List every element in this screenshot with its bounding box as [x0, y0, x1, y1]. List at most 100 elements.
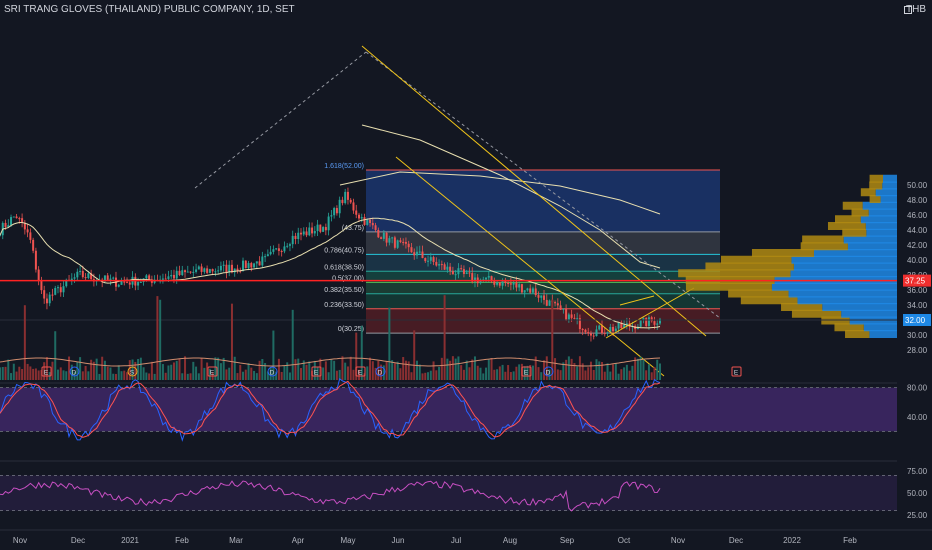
- volume-profile-bar: [847, 242, 897, 251]
- volume-bar: [507, 365, 510, 380]
- candle: [222, 264, 225, 266]
- candle: [562, 308, 565, 310]
- volume-bar: [175, 360, 178, 380]
- volume-bar: [529, 365, 532, 380]
- x-tick-label: Apr: [292, 536, 305, 545]
- earnings-marker-label: D: [72, 370, 77, 377]
- volume-bar: [631, 365, 634, 380]
- earnings-marker-label: D: [546, 370, 551, 377]
- candle: [653, 321, 656, 325]
- volume-profile-bar: [800, 242, 848, 251]
- candle: [266, 254, 269, 257]
- candle: [90, 273, 93, 280]
- volume-bar: [432, 361, 435, 380]
- candle: [473, 277, 476, 282]
- volume-profile-bar: [862, 201, 897, 210]
- candle: [440, 264, 443, 266]
- volume-bar: [156, 296, 159, 380]
- y-tick-label: 42.00: [907, 241, 928, 250]
- volume-profile-bar: [791, 309, 842, 318]
- volume-bar: [222, 357, 225, 380]
- earnings-marker-label: E: [314, 370, 319, 377]
- candle: [7, 225, 10, 227]
- volume-profile-bar: [813, 249, 897, 257]
- candle: [117, 284, 120, 287]
- volume-bar: [330, 359, 333, 380]
- candle: [26, 229, 29, 233]
- volume-bar: [639, 356, 642, 380]
- volume-bar: [145, 372, 148, 380]
- volume-bar: [1, 366, 4, 380]
- volume-bar: [120, 371, 123, 380]
- y-tick-label: 44.00: [907, 226, 928, 235]
- volume-bar: [479, 367, 482, 380]
- volume-bar: [515, 366, 518, 380]
- stochastic-k-line: [0, 377, 661, 442]
- candle: [206, 268, 209, 273]
- volume-profile-bar: [791, 255, 897, 264]
- volume-bar: [277, 358, 280, 380]
- candle: [65, 279, 68, 287]
- earnings-marker: D: [69, 366, 80, 377]
- volume-bar: [614, 363, 617, 380]
- currency-icon[interactable]: [904, 6, 912, 14]
- candle: [385, 232, 388, 243]
- channel-upper-line: [361, 45, 707, 337]
- candle: [457, 268, 460, 275]
- candle: [656, 323, 659, 325]
- candle: [374, 225, 377, 230]
- candle: [462, 269, 465, 274]
- candle: [443, 264, 446, 270]
- fib-zone: [366, 293, 720, 309]
- candle: [283, 246, 286, 252]
- volume-bar: [195, 366, 198, 380]
- volume-bar: [636, 358, 639, 380]
- volume-bar: [578, 356, 581, 380]
- earnings-marker: D: [543, 366, 554, 377]
- volume-bar: [344, 362, 347, 380]
- volume-bar: [255, 373, 258, 380]
- y-tick-label: 46.00: [907, 211, 928, 220]
- y-tick-label: 40.00: [907, 256, 928, 265]
- volume-bar: [81, 371, 84, 380]
- candle: [305, 231, 308, 236]
- oscillator-tick-label: 25.00: [907, 511, 928, 520]
- candle: [43, 290, 46, 299]
- price-badge-label: 37.25: [905, 277, 926, 286]
- volume-bar: [142, 367, 145, 380]
- volume-bar: [114, 373, 117, 380]
- candle: [62, 286, 65, 293]
- volume-bar: [443, 295, 446, 380]
- volume-bar: [51, 361, 54, 380]
- candle: [556, 303, 559, 306]
- x-tick-label: Jul: [451, 536, 461, 545]
- candle: [4, 222, 7, 227]
- volume-bar: [98, 373, 101, 380]
- volume-bar: [388, 307, 391, 380]
- volume-bar: [253, 370, 256, 380]
- candle: [311, 227, 314, 234]
- candle: [128, 282, 131, 285]
- volume-bar: [341, 356, 344, 380]
- candle: [84, 277, 87, 279]
- volume-bar: [10, 373, 13, 380]
- earnings-marker: E: [731, 366, 742, 377]
- volume-profile-bar: [793, 262, 897, 271]
- candle: [316, 224, 319, 232]
- volume-profile-bar: [880, 195, 897, 203]
- wedge-resistance-line: [619, 295, 655, 306]
- volume-bar: [454, 358, 457, 380]
- fib-zone: [366, 231, 720, 255]
- candle: [211, 269, 214, 272]
- volume-bar: [534, 356, 537, 380]
- candle: [518, 284, 521, 288]
- volume-bar: [385, 361, 388, 380]
- candle: [76, 271, 79, 278]
- earnings-marker: D: [267, 366, 278, 377]
- candle: [197, 266, 200, 270]
- volume-profile-bar: [866, 228, 897, 237]
- volume-bar: [653, 366, 656, 380]
- candle: [382, 232, 385, 239]
- volume-bar: [106, 366, 109, 380]
